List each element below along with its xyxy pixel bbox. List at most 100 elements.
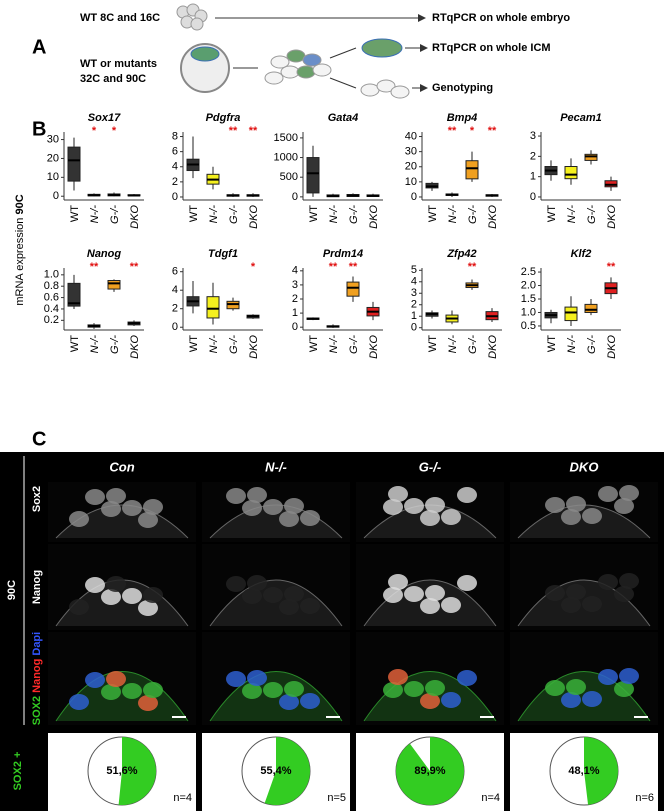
nucleus: [561, 509, 581, 525]
y-label: mRNA expression: [14, 218, 26, 306]
y-tick-label: 4: [172, 161, 178, 173]
y-tick-label: 4: [411, 276, 417, 288]
pie-value-label: 55,4%: [260, 765, 291, 777]
y-tick-label: 30: [405, 146, 417, 158]
x-tick-label: WT: [69, 335, 81, 352]
stain-label: SOX2: [31, 696, 43, 725]
nucleus: [614, 681, 634, 697]
column-header: G-/-: [419, 459, 441, 474]
nucleus: [388, 669, 408, 685]
box: [67, 282, 81, 307]
nucleus: [85, 672, 105, 688]
y-tick-label: 30: [47, 133, 59, 145]
sample-size: n=6: [635, 792, 654, 804]
target-label: RTqPCR on whole embryo: [432, 12, 570, 24]
x-tick-label: DKO: [606, 205, 618, 229]
pie-slice: [264, 737, 310, 805]
y-tick-label: 5: [411, 264, 417, 276]
nucleus: [284, 586, 304, 602]
nucleus: [242, 588, 262, 604]
chart-title: Pdgfra: [206, 112, 241, 124]
sample-size: n=4: [173, 792, 192, 804]
x-tick-label: G-/-: [109, 205, 121, 224]
nucleus: [300, 598, 320, 614]
nucleus: [545, 497, 565, 513]
y-tick-label: 1: [411, 310, 417, 322]
nucleus: [69, 599, 89, 615]
y-tick-label: 1500: [274, 132, 298, 144]
stage-label: WT 8C and 16C: [80, 12, 160, 24]
y-tick-label: 0: [530, 191, 536, 203]
y-tick-label: 10: [47, 171, 59, 183]
y-tick-label: 0.6: [44, 291, 59, 303]
box: [306, 157, 320, 194]
nucleus: [566, 584, 586, 600]
x-tick-label: DKO: [129, 205, 141, 229]
y-tick-label: 1: [292, 307, 298, 319]
icm-icon: [361, 38, 403, 58]
box: [107, 280, 121, 290]
x-tick-label: G-/-: [228, 205, 240, 224]
y-tick-label: 2.0: [521, 279, 536, 291]
y-tick-label: 2: [530, 150, 536, 162]
x-tick-label: G-/-: [586, 205, 598, 224]
x-tick-label: N-/-: [89, 205, 101, 224]
y-tick-label: 1000: [274, 151, 298, 163]
nucleus: [279, 694, 299, 710]
nucleus: [279, 511, 299, 527]
x-tick-label: N-/-: [328, 335, 340, 354]
significance-star: **: [448, 125, 457, 137]
nucleus: [85, 577, 105, 593]
panel-label: B: [32, 118, 46, 140]
x-tick-label: G-/-: [228, 335, 240, 354]
x-tick-label: G-/-: [109, 335, 121, 354]
pie-value-label: 89,9%: [414, 765, 445, 777]
y-tick-label: 0: [172, 191, 178, 203]
significance-star: *: [92, 125, 97, 137]
y-tick-label: 500: [280, 171, 298, 183]
morula-icon: [176, 3, 208, 31]
nucleus: [263, 682, 283, 698]
y-tick-label: 3: [411, 287, 417, 299]
x-tick-label: WT: [308, 205, 320, 222]
nucleus: [545, 680, 565, 696]
x-tick-label: WT: [427, 335, 439, 352]
significance-star: *: [251, 261, 256, 273]
box: [604, 180, 618, 188]
box: [67, 146, 81, 182]
y-tick-label: 1: [530, 171, 536, 183]
nucleus: [404, 586, 424, 602]
pie-slice: [584, 736, 619, 805]
row-label: SOX2 +: [12, 752, 24, 791]
nucleus: [383, 587, 403, 603]
x-tick-label: N-/-: [208, 335, 220, 354]
nucleus: [388, 574, 408, 590]
nucleus: [69, 511, 89, 527]
nucleus: [226, 576, 246, 592]
x-tick-label: N-/-: [447, 205, 459, 224]
significance-star: **: [90, 261, 99, 273]
nucleus: [300, 693, 320, 709]
x-tick-label: DKO: [129, 335, 141, 359]
box: [564, 306, 578, 322]
nucleus: [143, 682, 163, 698]
nucleus: [545, 585, 565, 601]
target-label: RTqPCR on whole ICM: [432, 42, 551, 54]
nucleus: [614, 498, 634, 514]
significance-star: **: [229, 125, 238, 137]
nucleus: [457, 575, 477, 591]
nucleus: [247, 487, 267, 503]
nucleus: [441, 509, 461, 525]
nucleus: [566, 496, 586, 512]
nucleus: [582, 596, 602, 612]
nucleus: [247, 575, 267, 591]
arrow-head: [420, 44, 428, 52]
panel-label: C: [32, 428, 46, 450]
column-header: DKO: [570, 459, 599, 474]
significance-star: **: [488, 125, 497, 137]
nucleus: [226, 671, 246, 687]
y-tick-label: 0.2: [44, 314, 59, 326]
nucleus: [561, 692, 581, 708]
nucleus: [404, 498, 424, 514]
nucleus: [420, 510, 440, 526]
